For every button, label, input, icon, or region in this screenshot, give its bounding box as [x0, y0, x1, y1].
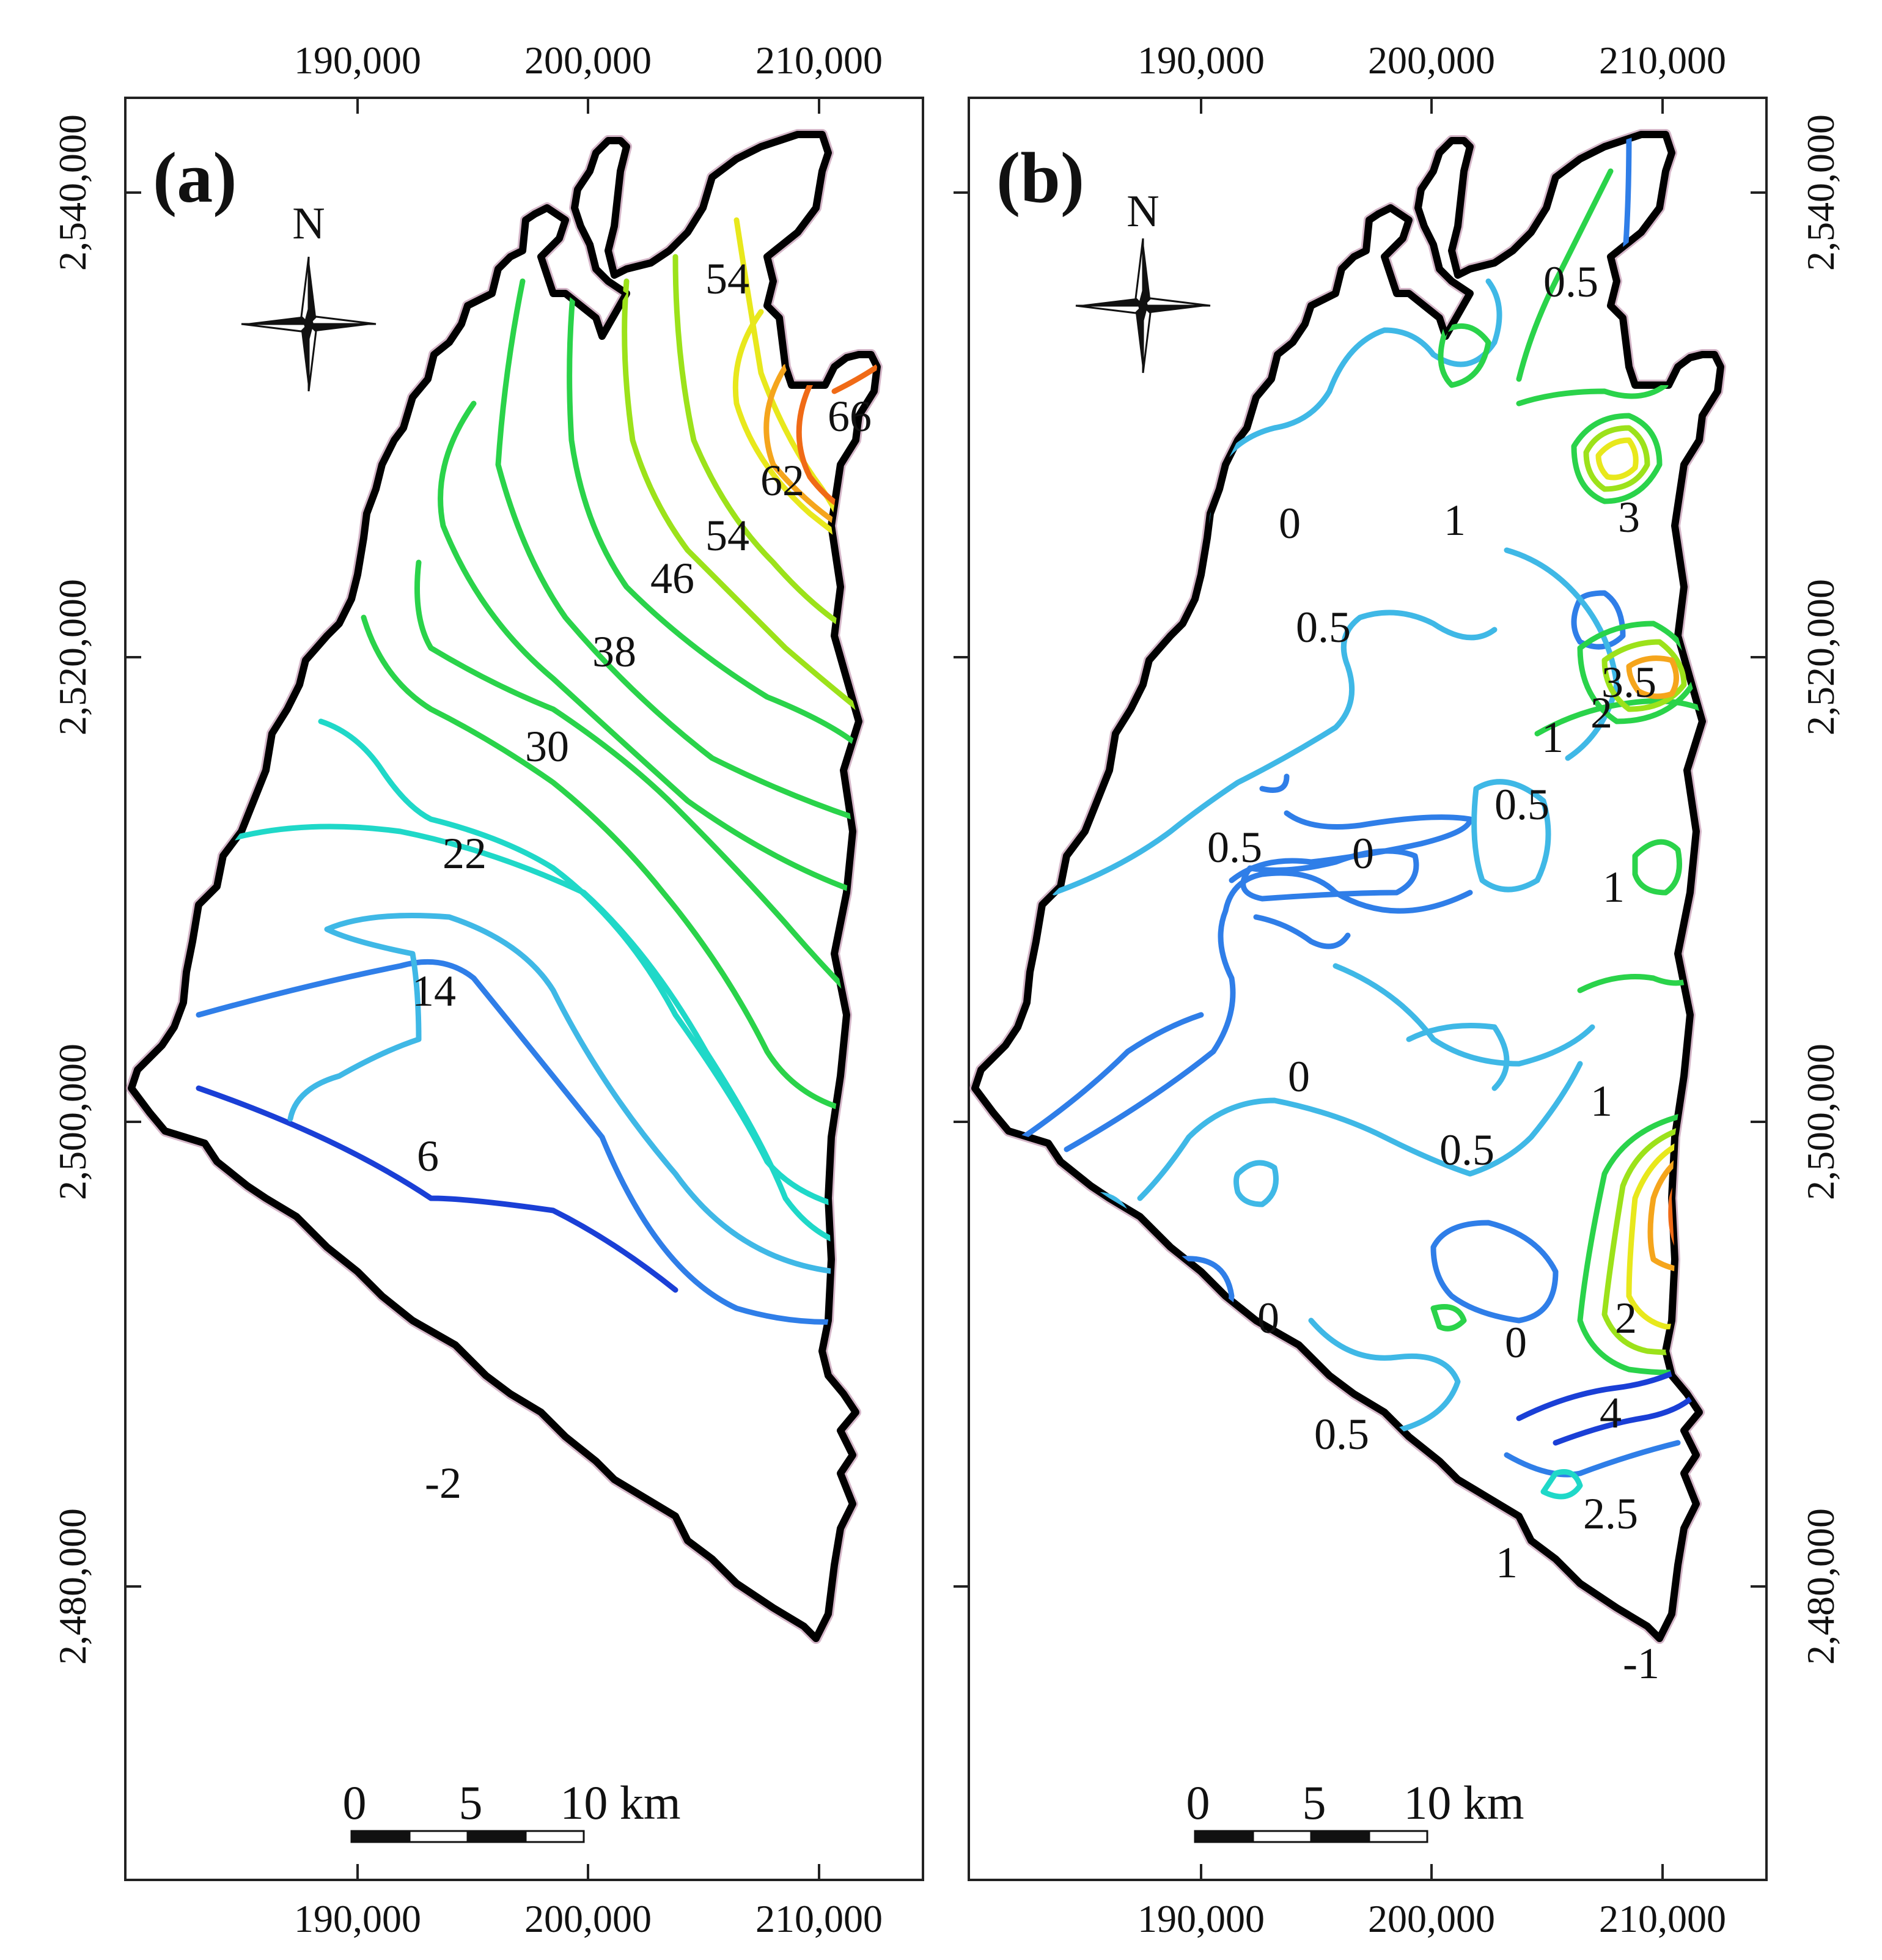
x-tick-label-bottom: 190,000 — [1138, 1897, 1265, 1940]
contour-label: 1 — [1603, 863, 1625, 912]
x-tick-label-bottom: 210,000 — [755, 1897, 883, 1940]
x-tick-label-top: 190,000 — [1138, 39, 1265, 82]
panel-b-contour-labels: 0.5 0 1 3 0.5 3.5 2 1 0.5 0.5 0 1 0 1 0.… — [1207, 257, 1660, 1688]
y-tick-label-left: 2,540,000 — [51, 114, 94, 271]
scale-label: 5 — [459, 1776, 483, 1829]
contour-label: 22 — [443, 829, 487, 878]
contour-label: 0 — [1279, 499, 1301, 548]
y-tick-label-right: 2,500,000 — [1799, 1044, 1842, 1200]
scale-label: 10 km — [560, 1776, 680, 1829]
north-arrow-icon — [1075, 237, 1211, 374]
contour-label: 54 — [705, 254, 749, 303]
contour-label: 0 — [1352, 829, 1374, 878]
contour-label: 1 — [1542, 713, 1564, 762]
panel-a-scale-bar: 0 5 10 km — [343, 1776, 681, 1843]
contour-label: 1 — [1444, 496, 1466, 545]
contour-label: 0.5 — [1314, 1410, 1369, 1459]
panel-a: 190,000 200,000 210,000 190,000 200,000 … — [51, 39, 924, 1940]
scale-label: 5 — [1303, 1776, 1326, 1829]
north-arrow-icon — [240, 256, 377, 392]
contour-label: 0 — [1505, 1318, 1527, 1367]
contour-label: 3.5 — [1601, 658, 1656, 707]
contour-label: 1 — [1590, 1077, 1612, 1126]
panel-a-frame — [124, 97, 924, 1881]
contour-label: 6 — [417, 1132, 439, 1181]
contour-label: 66 — [828, 392, 872, 441]
panel-b-y-axis-left-ticks — [954, 191, 969, 1588]
x-tick-label-bottom: 200,000 — [1368, 1897, 1495, 1940]
x-tick-label-bottom: 210,000 — [1599, 1897, 1726, 1940]
contour-label: 54 — [705, 511, 749, 560]
panel-a-y-axis-left: 2,540,000 2,520,000 2,500,000 2,480,000 — [51, 114, 141, 1665]
y-tick-label-left: 2,520,000 — [51, 579, 94, 735]
north-label: N — [1127, 186, 1159, 237]
panel-b: 190,000 200,000 210,000 190,000 200,000 … — [954, 39, 1842, 1940]
x-tick-label-top: 200,000 — [1368, 39, 1495, 82]
panel-b-scale-bar: 0 5 10 km — [1186, 1776, 1524, 1843]
x-tick-label-top: 190,000 — [294, 39, 421, 82]
contour-label: 1 — [1496, 1538, 1518, 1587]
panel-b-north-arrow: N — [1075, 186, 1211, 374]
north-label: N — [292, 199, 325, 249]
y-tick-label-right: 2,520,000 — [1799, 579, 1842, 735]
contour-label: 46 — [650, 554, 694, 603]
x-tick-label-top: 200,000 — [524, 39, 652, 82]
panel-b-y-axis-right: 2,540,000 2,520,000 2,500,000 2,480,000 — [1751, 114, 1842, 1665]
contour-label: 0.5 — [1439, 1126, 1494, 1174]
contour-label: 0.5 — [1543, 257, 1598, 306]
x-tick-label-top: 210,000 — [1599, 39, 1726, 82]
contour-label: 2 — [1615, 1294, 1637, 1343]
panel-a-north-arrow: N — [240, 199, 377, 392]
contour-label: 2 — [1590, 688, 1612, 737]
y-tick-label-left: 2,500,000 — [51, 1044, 94, 1200]
panel-a-x-axis-bottom: 190,000 200,000 210,000 — [294, 1864, 883, 1940]
panel-b-x-axis-top: 190,000 200,000 210,000 — [1138, 39, 1726, 114]
y-tick-label-right: 2,540,000 — [1799, 114, 1842, 271]
x-tick-label-bottom: 200,000 — [524, 1897, 652, 1940]
contour-label: 0.5 — [1494, 780, 1549, 829]
panel-b-tag: (b) — [996, 138, 1084, 218]
panel-a-x-axis-top: 190,000 200,000 210,000 — [294, 39, 883, 114]
contour-label: 38 — [592, 627, 636, 676]
panel-a-contour-labels: 54 66 62 54 46 38 30 22 14 6 -2 — [412, 254, 872, 1508]
y-tick-label-right: 2,480,000 — [1799, 1508, 1842, 1665]
contour-label: 0.5 — [1207, 823, 1262, 872]
contour-label: 4 — [1600, 1388, 1622, 1437]
panel-a-tag: (a) — [153, 138, 237, 218]
x-tick-label-top: 210,000 — [755, 39, 883, 82]
contour-label: 2.5 — [1583, 1489, 1638, 1538]
contour-label: 0 — [1257, 1294, 1279, 1343]
contour-label: 62 — [760, 456, 804, 505]
panel-a-contours — [196, 217, 877, 1325]
contour-label: 0 — [1288, 1052, 1310, 1101]
contour-label: 0.5 — [1296, 603, 1351, 652]
scale-label: 10 km — [1403, 1776, 1524, 1829]
scale-label: 0 — [343, 1776, 367, 1829]
scale-label: 0 — [1186, 1776, 1210, 1829]
basin-boundary — [131, 134, 877, 1638]
contour-label: -1 — [1623, 1639, 1660, 1688]
panel-b-x-axis-bottom: 190,000 200,000 210,000 — [1138, 1864, 1726, 1940]
contour-label: 3 — [1618, 493, 1640, 542]
contour-label: 30 — [525, 722, 569, 771]
contour-label: 14 — [412, 967, 456, 1015]
y-tick-label-left: 2,480,000 — [51, 1508, 94, 1665]
x-tick-label-bottom: 190,000 — [294, 1897, 421, 1940]
contour-label: -2 — [425, 1459, 461, 1508]
panel-b-frame — [968, 97, 1768, 1881]
